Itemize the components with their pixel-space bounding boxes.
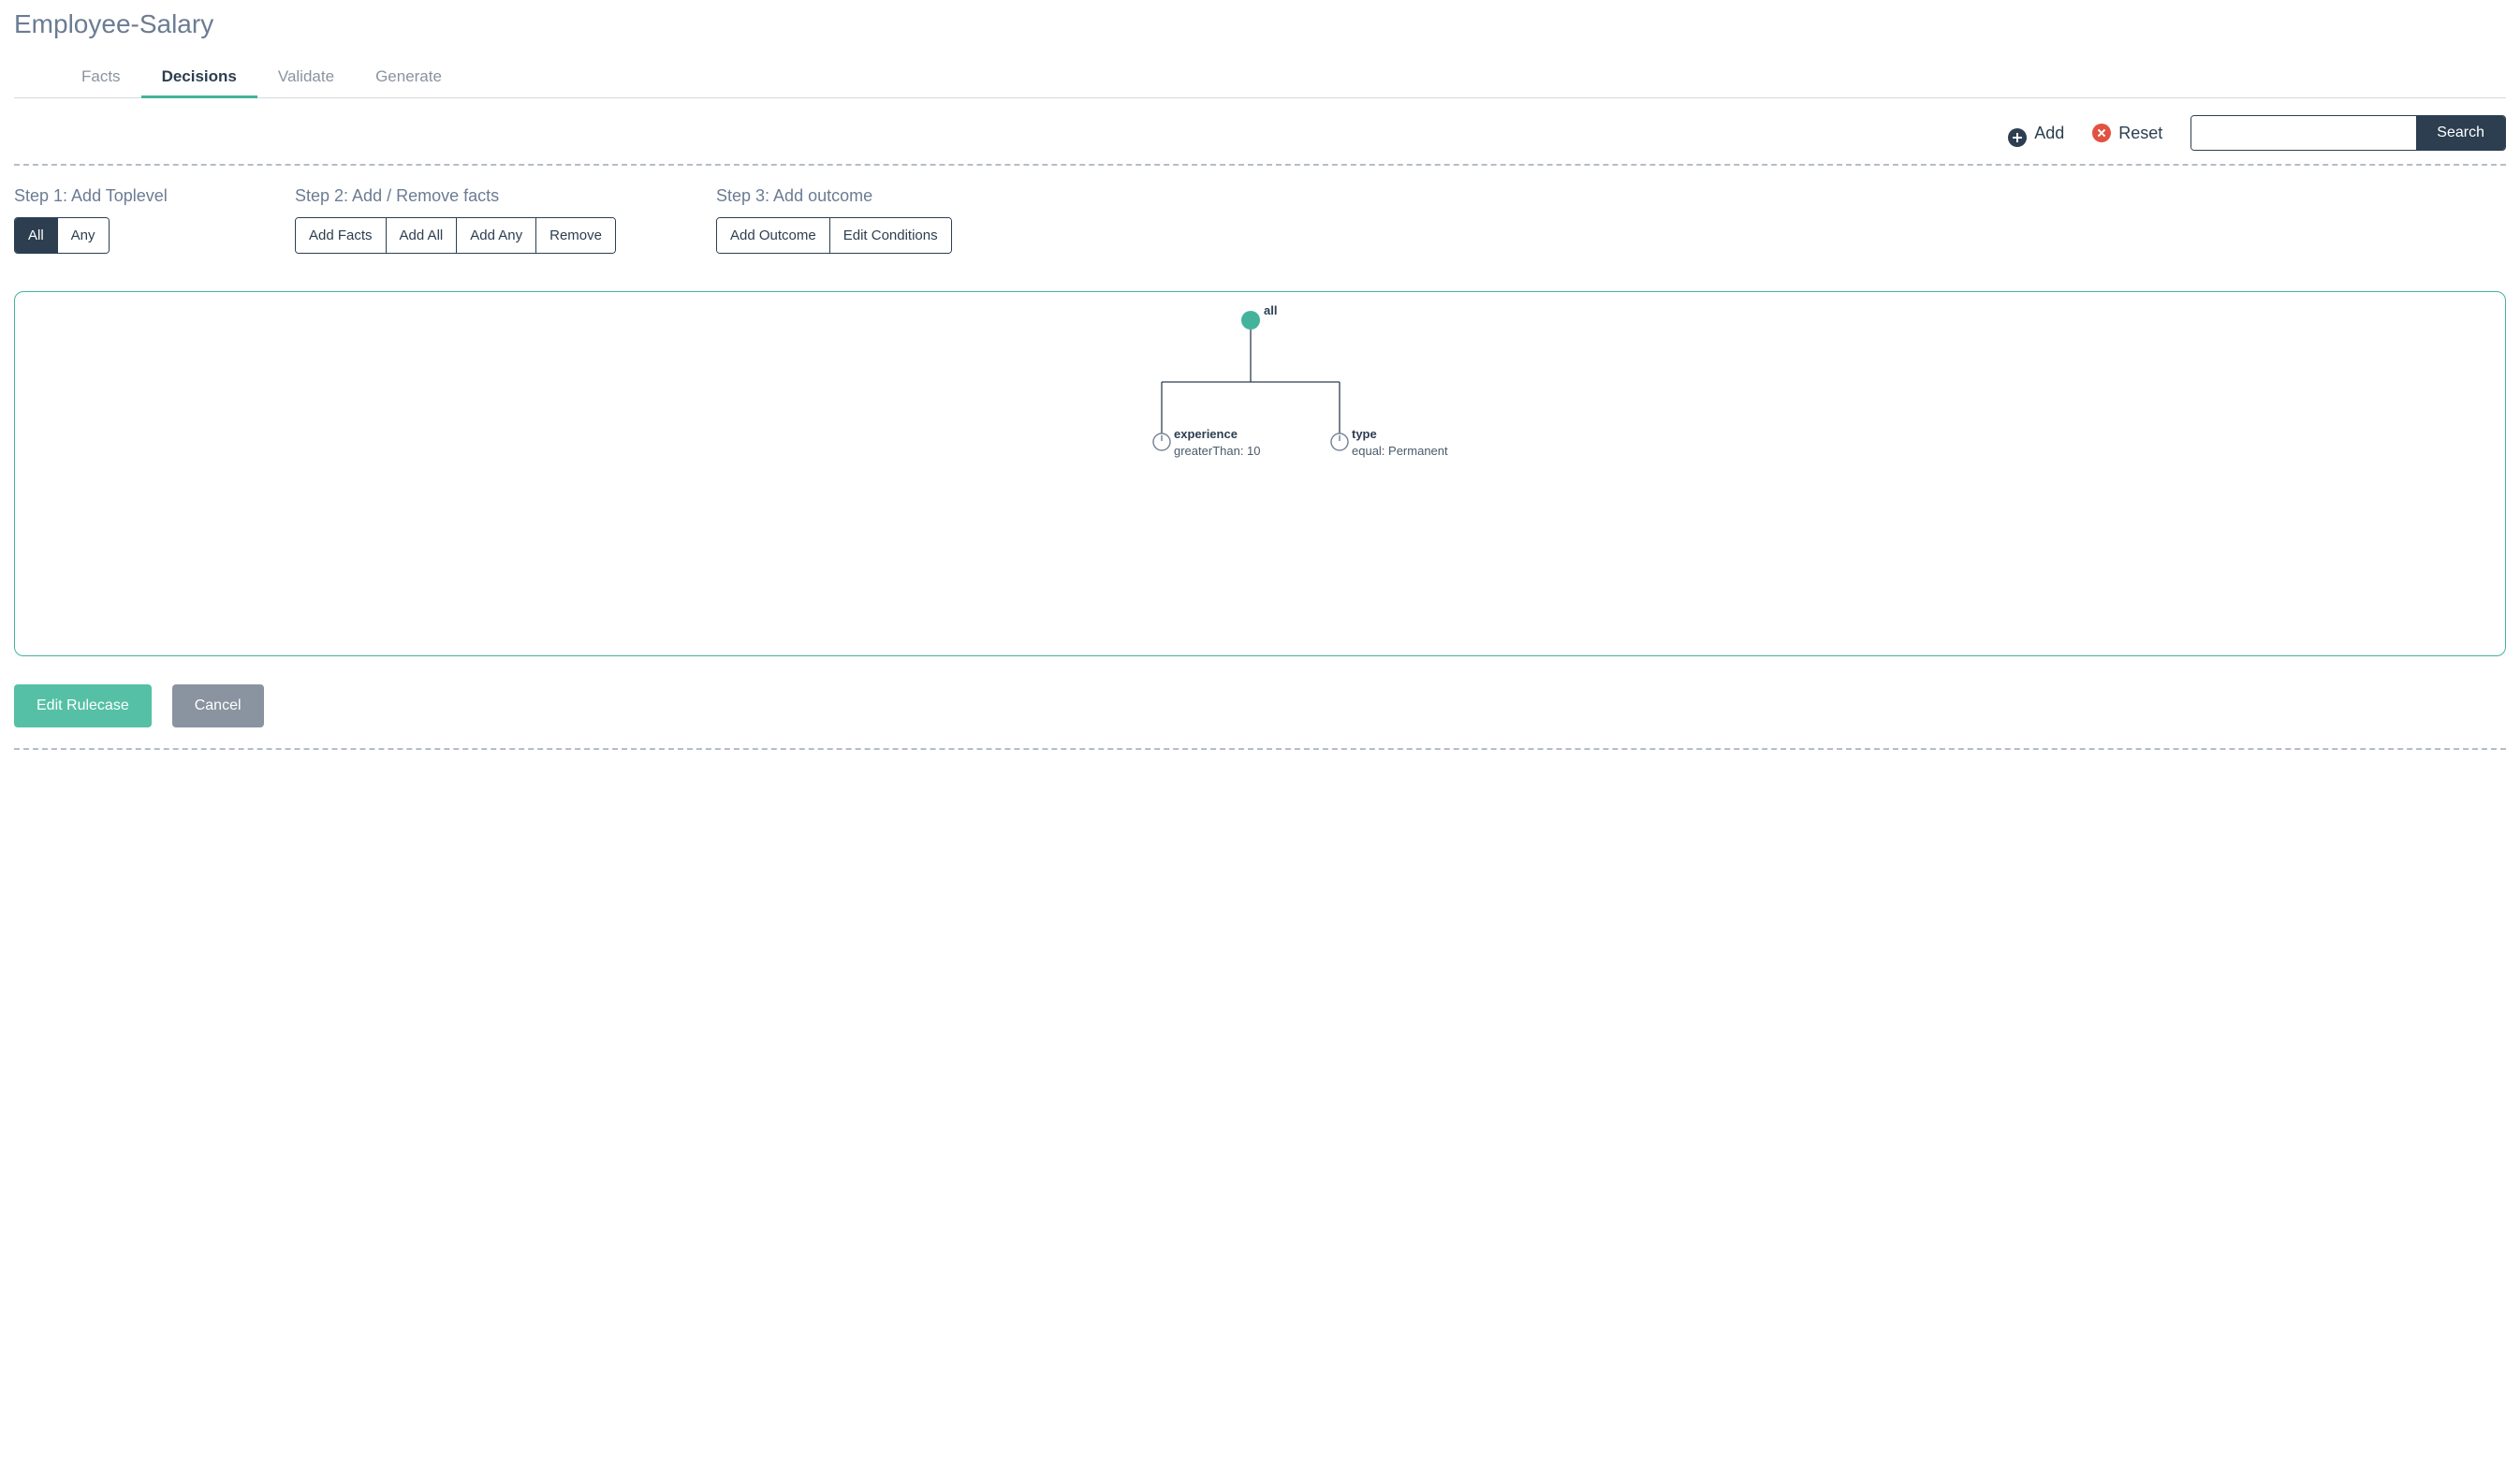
step-3-title: Step 3: Add outcome [716,186,2506,206]
tree-leaf-sub-1: equal: Permanent [1352,444,1448,458]
reset-label: Reset [2118,124,2162,143]
remove-button[interactable]: Remove [536,218,615,253]
footer-buttons: Edit Rulecase Cancel [14,684,2506,750]
tree-root-node[interactable] [1241,311,1260,330]
rule-tree-panel: all experience greaterThan: 10 type equal: P… [14,291,2506,656]
tree-leaf-label-0: experience [1174,427,1238,441]
plus-icon [2008,128,2027,147]
add-facts-button[interactable]: Add Facts [296,218,387,253]
step-2-group: Add FactsAdd AllAdd AnyRemove [295,217,616,254]
add-outcome-button[interactable]: Add Outcome [717,218,830,253]
edit-conditions-button[interactable]: Edit Conditions [830,218,951,253]
tree-leaf-label-1: type [1352,427,1377,441]
cancel-button[interactable]: Cancel [172,684,264,727]
rule-tree-svg: all experience greaterThan: 10 type equal: P… [1063,292,1457,489]
tab-validate[interactable]: Validate [257,60,355,97]
page-title: Employee-Salary [14,9,2506,39]
step-3: Step 3: Add outcome Add OutcomeEdit Cond… [716,186,2506,254]
tree-root-label: all [1264,303,1277,317]
search-button[interactable]: Search [2416,116,2505,150]
step-1-group: AllAny [14,217,110,254]
toplevel-any-button[interactable]: Any [58,218,109,253]
step-1: Step 1: Add Toplevel AllAny [14,186,295,254]
toolbar: Add Reset Search [14,98,2506,166]
step-2-title: Step 2: Add / Remove facts [295,186,716,206]
tab-facts[interactable]: Facts [61,60,141,97]
add-label: Add [2034,124,2064,143]
step-1-title: Step 1: Add Toplevel [14,186,295,206]
tabs-bar: FactsDecisionsValidateGenerate [14,60,2506,98]
reset-button[interactable]: Reset [2092,124,2162,143]
search-wrap: Search [2190,115,2506,151]
add-any-button[interactable]: Add Any [457,218,536,253]
tab-generate[interactable]: Generate [355,60,462,97]
add-all-button[interactable]: Add All [387,218,458,253]
close-icon [2092,124,2111,142]
step-3-group: Add OutcomeEdit Conditions [716,217,952,254]
step-2: Step 2: Add / Remove facts Add FactsAdd … [295,186,716,254]
tree-leaf-sub-0: greaterThan: 10 [1174,444,1261,458]
add-button[interactable]: Add [2008,124,2064,143]
edit-rulecase-button[interactable]: Edit Rulecase [14,684,152,727]
search-input[interactable] [2191,116,2416,150]
tab-decisions[interactable]: Decisions [141,60,257,97]
steps-row: Step 1: Add Toplevel AllAny Step 2: Add … [14,166,2506,254]
toplevel-all-button[interactable]: All [15,218,58,253]
